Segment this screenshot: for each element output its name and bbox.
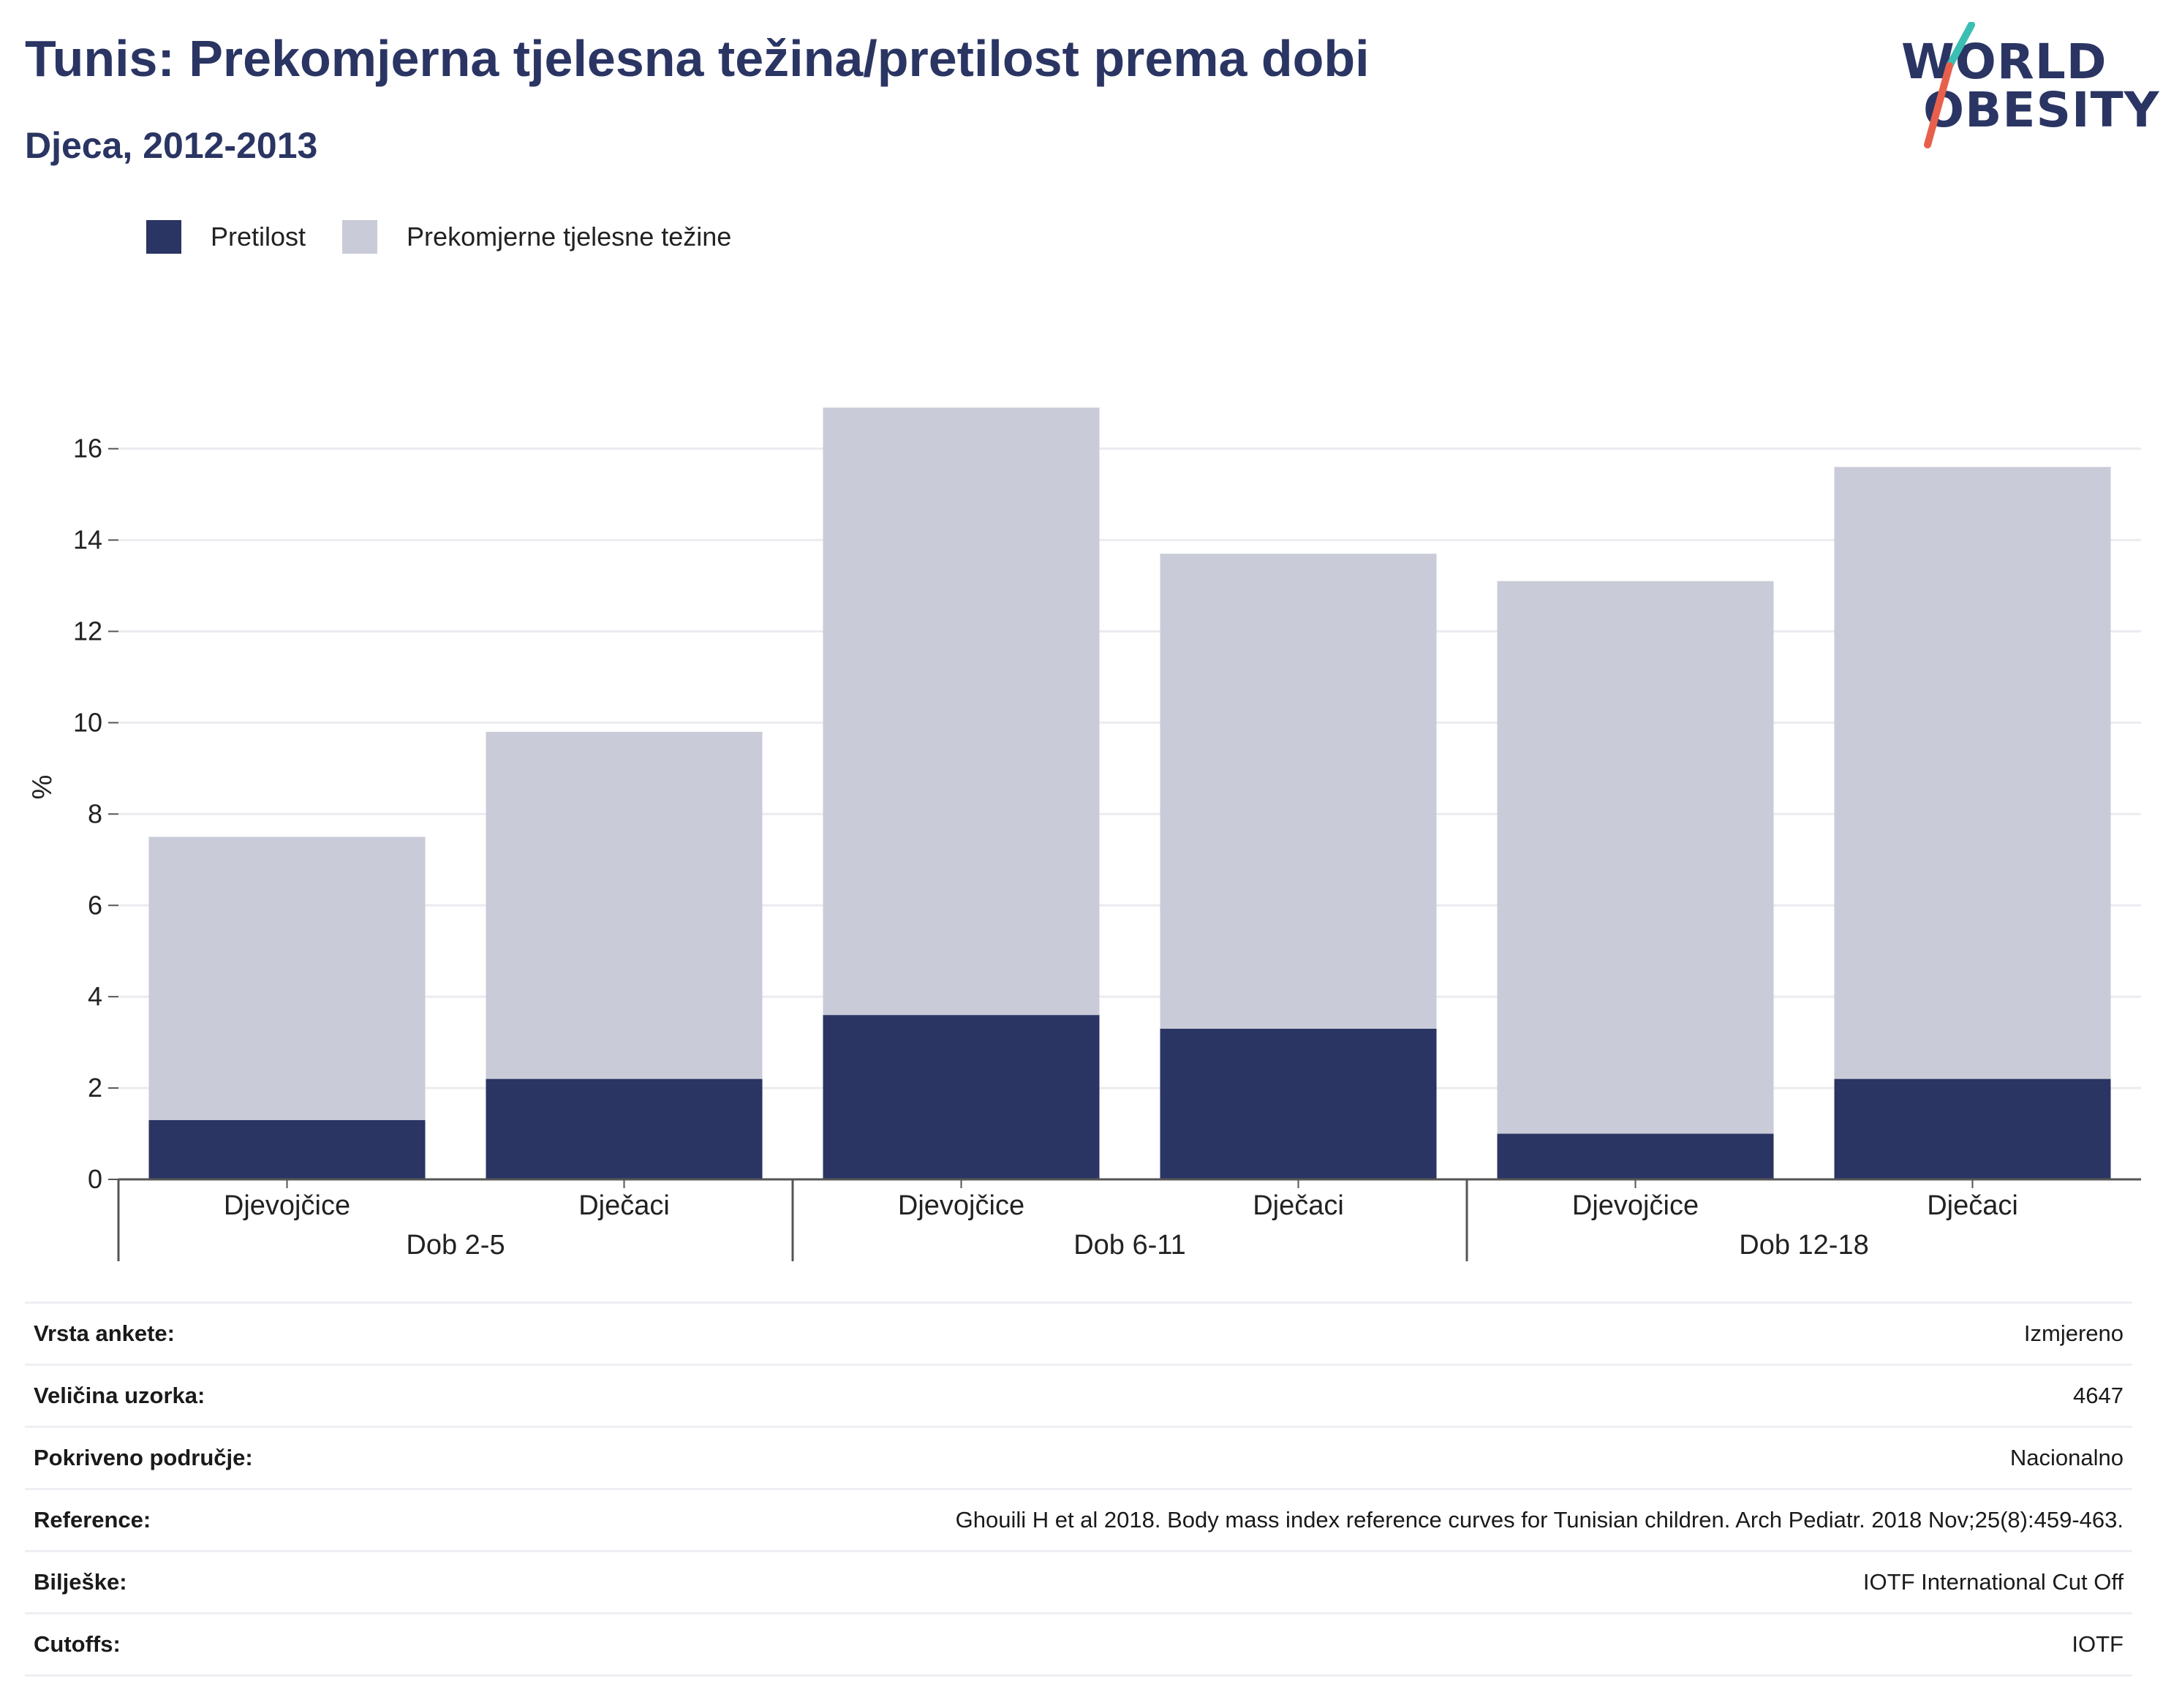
x-tick-label: Dječaci (1927, 1190, 2018, 1221)
info-label: Veličina uzorka: (34, 1383, 205, 1408)
logo-slash-icon (1924, 22, 1975, 148)
y-tick-label: 0 (88, 1164, 102, 1194)
group-label: Dob 12-18 (1739, 1230, 1868, 1261)
info-label: Vrsta ankete: (34, 1320, 175, 1346)
bar-overweight (1834, 466, 2111, 1079)
y-tick-label: 12 (73, 616, 102, 646)
x-tick-label: Djevojčice (1572, 1190, 1699, 1221)
info-value: Ghouili H et al 2018. Body mass index re… (955, 1507, 2124, 1533)
bar-overweight (823, 407, 1100, 1016)
group-label: Dob 6-11 (1073, 1230, 1186, 1261)
y-tick-label: 16 (73, 434, 102, 464)
y-tick-label: 8 (88, 798, 102, 828)
bar-overweight (1160, 553, 1437, 1029)
group-label: Dob 2-5 (406, 1230, 505, 1261)
info-row-area-covered: Pokriveno područje: Nacionalno (25, 1426, 2132, 1488)
bar-obesity (1160, 1028, 1437, 1179)
info-label: Bilješke: (34, 1569, 127, 1595)
y-tick-label: 10 (73, 707, 102, 737)
y-tick-label: 4 (88, 981, 102, 1011)
bar-obesity (148, 1119, 426, 1179)
legend-label-overweight: Prekomjerne tjelesne težine (407, 222, 732, 252)
info-value: IOTF (2072, 1631, 2124, 1657)
logo-text-line1: WORLD (1901, 34, 2107, 90)
bar-overweight (486, 731, 763, 1079)
chart-legend: Pretilost Prekomjerne tjelesne težine (146, 216, 768, 257)
info-row-survey-type: Vrsta ankete: Izmjereno (25, 1301, 2132, 1364)
info-row-cutoffs: Cutoffs: IOTF (25, 1612, 2132, 1677)
info-value: Izmjereno (2023, 1320, 2124, 1346)
bar-obesity (1497, 1133, 1774, 1179)
info-row-reference: Reference: Ghouili H et al 2018. Body ma… (25, 1488, 2132, 1550)
info-label: Pokriveno područje: (34, 1445, 253, 1470)
x-tick-label: Djevojčice (224, 1190, 350, 1221)
y-tick-label: 2 (88, 1073, 102, 1103)
chart-title: Tunis: Prekomjerna tjelesna težina/preti… (25, 30, 1370, 87)
x-tick-label: Dječaci (578, 1190, 670, 1221)
legend-label-obesity: Pretilost (211, 222, 306, 252)
info-row-notes: Bilješke: IOTF International Cut Off (25, 1550, 2132, 1612)
bar-obesity (486, 1078, 763, 1179)
chart-subtitle: Djeca, 2012-2013 (25, 125, 318, 166)
info-value: Nacionalno (2009, 1445, 2124, 1470)
y-tick-label: 14 (73, 525, 102, 555)
logo-text-line2: OBESITY (1923, 82, 2160, 138)
info-value: IOTF International Cut Off (1862, 1569, 2124, 1595)
bar-overweight (1497, 581, 1774, 1134)
y-tick-label: 6 (88, 890, 102, 920)
legend-swatch-overweight (342, 220, 378, 254)
legend-item-obesity[interactable]: Pretilost (146, 220, 306, 254)
x-tick-label: Dječaci (1253, 1190, 1344, 1221)
bar-obesity (823, 1015, 1100, 1179)
info-label: Reference: (34, 1507, 151, 1533)
info-row-sample-size: Veličina uzorka: 4647 (25, 1364, 2132, 1426)
bar-overweight (148, 836, 426, 1120)
y-axis-label: % (27, 775, 58, 800)
info-value: 4647 (2073, 1383, 2124, 1408)
legend-item-overweight[interactable]: Prekomjerne tjelesne težine (342, 220, 731, 254)
bar-chart: 0 2 4 6 8 10 12 14 16% Djevojčice Dječaci Dob 2-5 Dj… (27, 407, 2141, 1261)
info-label: Cutoffs: (34, 1631, 121, 1657)
world-obesity-logo: WORLD OBESITY (1901, 22, 2159, 154)
survey-info-table: Vrsta ankete: Izmjereno Veličina uzorka:… (25, 1301, 2132, 1677)
legend-swatch-obesity (146, 220, 181, 254)
bar-obesity (1834, 1078, 2111, 1179)
x-tick-label: Djevojčice (898, 1190, 1024, 1221)
